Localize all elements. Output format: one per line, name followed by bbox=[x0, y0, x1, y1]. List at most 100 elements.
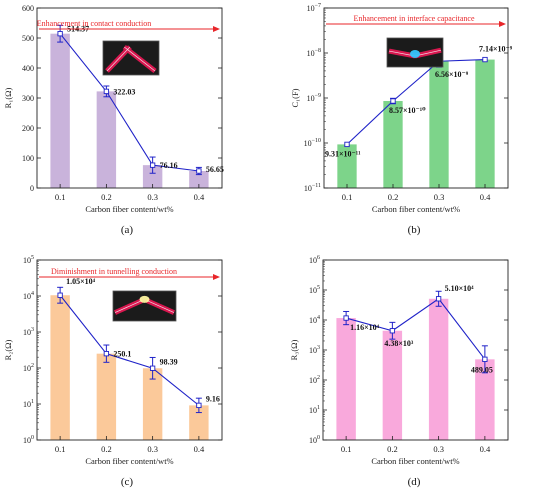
data-point bbox=[435, 296, 442, 302]
data-point bbox=[149, 365, 156, 371]
bar-0.2 bbox=[383, 101, 403, 188]
y-tick-label: 101 bbox=[309, 405, 320, 415]
y-axis-label: C₁(F) bbox=[290, 88, 300, 107]
data-label: 1.16×10⁴ bbox=[350, 323, 380, 332]
y-tick-label: 0 bbox=[30, 184, 34, 193]
y-tick-label: 100 bbox=[23, 435, 34, 445]
x-tick-label: 0.2 bbox=[101, 444, 112, 454]
y-tick-label: 102 bbox=[309, 375, 320, 385]
y-tick-label: 10−9 bbox=[307, 93, 321, 103]
bar-0.1 bbox=[50, 295, 70, 440]
data-point bbox=[343, 315, 349, 321]
series-line bbox=[59, 294, 200, 406]
y-tick-label: 103 bbox=[23, 327, 34, 337]
data-label: 1.05×10⁴ bbox=[66, 277, 96, 286]
plot-frame bbox=[36, 259, 223, 441]
series-line bbox=[345, 298, 486, 360]
chart-panel-c: 100 101 102 103 104 105 0.1 0.2 0.3 0.4 Carbon fib… bbox=[3, 255, 223, 488]
bar-0.3 bbox=[142, 165, 163, 188]
data-point bbox=[149, 162, 156, 168]
y-tick-label: 101 bbox=[23, 399, 34, 409]
data-label: 76.16 bbox=[160, 161, 178, 170]
x-tick-label: 0.1 bbox=[342, 192, 353, 202]
x-tick-label: 0.3 bbox=[147, 192, 158, 202]
data-label: 6.56×10⁻⁹ bbox=[435, 70, 469, 79]
panel-label: (a) bbox=[121, 224, 134, 236]
annotation-arrowhead bbox=[213, 26, 220, 32]
panel-label: (c) bbox=[121, 476, 134, 488]
fiber-edge bbox=[146, 300, 175, 313]
x-tick-label: 0.3 bbox=[434, 192, 445, 202]
data-point bbox=[103, 351, 110, 357]
x-tick-label: 0.1 bbox=[55, 192, 66, 202]
x-axis-label: Carbon fiber content/wt% bbox=[372, 204, 460, 214]
data-point bbox=[196, 402, 202, 409]
annotation-arrowhead bbox=[213, 274, 220, 280]
x-tick-label: 0.4 bbox=[194, 444, 205, 454]
panel-label: (b) bbox=[408, 224, 421, 236]
data-point bbox=[103, 88, 110, 95]
y-tick-label: 106 bbox=[309, 255, 320, 265]
y-axis-label: R₃(Ω) bbox=[289, 340, 299, 361]
data-point bbox=[482, 356, 488, 362]
y-tick-label: 100 bbox=[309, 435, 320, 445]
y-tick-label: 105 bbox=[309, 285, 320, 295]
data-point bbox=[344, 141, 350, 148]
x-tick-label: 0.1 bbox=[55, 444, 66, 454]
data-label: 7.14×10⁻⁹ bbox=[479, 45, 513, 54]
y-tick-label: 200 bbox=[22, 124, 34, 133]
tunnel-glow bbox=[139, 295, 150, 303]
y-tick-label: 105 bbox=[23, 255, 34, 265]
data-label: 4.38×10³ bbox=[384, 339, 414, 348]
y-tick-label: 104 bbox=[309, 315, 320, 325]
bar-0.4 bbox=[475, 59, 495, 188]
data-label: 5.10×10⁴ bbox=[445, 284, 475, 293]
x-axis-label: Carbon fiber content/wt% bbox=[85, 456, 173, 466]
annotation-text: Diminishment in tunnelling conduction bbox=[51, 267, 177, 276]
series-line bbox=[346, 59, 486, 145]
series-line bbox=[59, 33, 199, 172]
bar-0.3 bbox=[428, 298, 449, 440]
y-tick-label: 600 bbox=[22, 4, 34, 13]
data-label: 9.31×10⁻¹¹ bbox=[325, 149, 361, 158]
bar-0.2 bbox=[96, 91, 117, 188]
x-axis-label: Carbon fiber content/wt% bbox=[85, 204, 173, 214]
data-point bbox=[390, 98, 396, 104]
x-tick-label: 0.4 bbox=[480, 192, 491, 202]
x-tick-label: 0.2 bbox=[101, 192, 112, 202]
x-tick-label: 0.3 bbox=[433, 444, 444, 454]
data-point bbox=[57, 292, 63, 298]
x-axis-label: Carbon fiber content/wt% bbox=[371, 456, 459, 466]
bar-0.1 bbox=[50, 33, 70, 189]
data-point bbox=[389, 328, 396, 334]
y-tick-label: 400 bbox=[22, 64, 34, 73]
bar-0.1 bbox=[337, 144, 357, 188]
x-tick-label: 0.4 bbox=[194, 192, 205, 202]
chart-panel-a: 0 100 200 300 400 500 600 0.1 0.2 0.3 0.4 Carbon fi… bbox=[3, 4, 224, 236]
y-tick-label: 10−10 bbox=[304, 138, 321, 148]
fiber-edge bbox=[106, 46, 131, 72]
y-tick-label: 300 bbox=[22, 94, 34, 103]
bar-0.1 bbox=[336, 318, 356, 440]
y-axis-label: R₁(Ω) bbox=[3, 88, 13, 109]
bar-0.4 bbox=[189, 405, 209, 440]
inset-image bbox=[112, 290, 177, 322]
panel-label: (d) bbox=[408, 476, 421, 488]
bar-0.3 bbox=[429, 61, 449, 188]
y-tick-label: 100 bbox=[22, 154, 34, 163]
fiber-edge bbox=[114, 300, 143, 313]
bar-0.4 bbox=[475, 359, 495, 440]
y-tick-label: 10−11 bbox=[304, 183, 321, 193]
fiber-edge bbox=[124, 46, 156, 72]
chart-panel-b: 10−11 10−10 10−9 10−8 10−7 0.1 0.2 0.3 0.4 Carbon… bbox=[290, 3, 513, 236]
data-label: 98.39 bbox=[160, 357, 178, 366]
bar-0.2 bbox=[96, 353, 117, 440]
bar-0.4 bbox=[189, 171, 209, 188]
bar-0.2 bbox=[382, 330, 403, 440]
data-point bbox=[57, 31, 63, 37]
annotation-text: Enhancement in contact conduction bbox=[37, 19, 151, 28]
chart-panel-d: 100 101 102 103 104 105 106 0.1 0.2 0.3 0.4 Carbon … bbox=[289, 255, 509, 488]
data-label: 250.1 bbox=[113, 350, 131, 359]
data-label: 9.16 bbox=[206, 394, 220, 403]
